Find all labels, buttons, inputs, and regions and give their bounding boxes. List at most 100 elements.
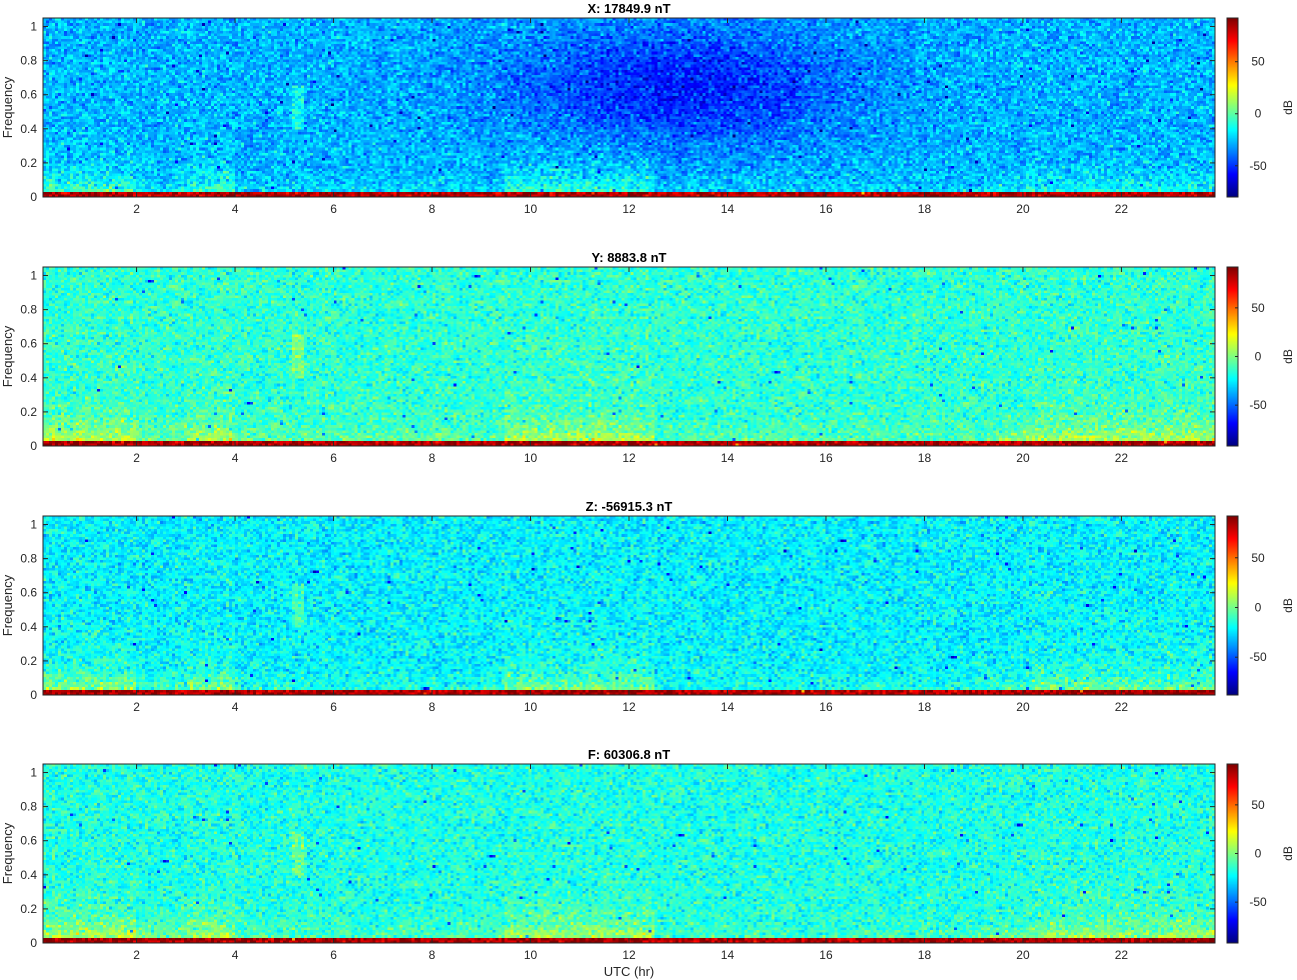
x-tick-label: 10 (524, 948, 538, 962)
colorbar-label: dB (1281, 846, 1295, 861)
y-tick-label: 0.4 (20, 620, 37, 634)
panel-title: F: 60306.8 nT (588, 747, 670, 762)
colorbar-tick-label: -50 (1249, 159, 1267, 173)
spectrogram-panel: F: 60306.8 nT2 4 6 8 10 12 14 16 18 20 2200.20.40.… (0, 747, 1295, 979)
x-tick-label: 4 (232, 451, 239, 465)
spectrogram-heatmap (43, 18, 1215, 197)
y-tick-label: 0.6 (20, 586, 37, 600)
y-axis-label: Frequency (0, 76, 15, 138)
colorbar-tick-label: 50 (1251, 55, 1265, 69)
x-tick-label: 22 (1115, 451, 1129, 465)
y-axis-label: Frequency (0, 822, 15, 884)
x-tick-label: 4 (232, 700, 239, 714)
colorbar (1227, 516, 1238, 695)
x-tick-label: 16 (819, 700, 833, 714)
x-tick-label: 20 (1016, 202, 1030, 216)
y-tick-label: 0 (30, 688, 37, 702)
x-tick-label: 12 (622, 948, 636, 962)
x-tick-label: 14 (721, 202, 735, 216)
x-tick-label: 12 (622, 451, 636, 465)
x-tick-label: 10 (524, 451, 538, 465)
x-tick-label: 22 (1115, 202, 1129, 216)
y-tick-label: 0.8 (20, 552, 37, 566)
y-tick-label: 1 (30, 518, 37, 532)
colorbar-tick-label: 50 (1251, 301, 1265, 315)
panel-title: X: 17849.9 nT (587, 1, 670, 16)
x-tick-label: 22 (1115, 948, 1129, 962)
y-axis-label: Frequency (0, 574, 15, 636)
x-tick-label: 18 (918, 451, 932, 465)
colorbar (1227, 764, 1238, 943)
colorbar-label: dB (1281, 349, 1295, 364)
x-tick-label: 18 (918, 948, 932, 962)
x-tick-label: 2 (133, 202, 140, 216)
colorbar-tick-label: -50 (1249, 895, 1267, 909)
colorbar-label: dB (1281, 598, 1295, 613)
y-tick-label: 0.4 (20, 122, 37, 136)
x-tick-label: 2 (133, 700, 140, 714)
y-axis-label: Frequency (0, 325, 15, 387)
x-tick-label: 20 (1016, 451, 1030, 465)
colorbar (1227, 267, 1238, 446)
y-tick-label: 0.2 (20, 156, 37, 170)
colorbar-tick-label: 0 (1255, 350, 1262, 364)
x-tick-label: 6 (330, 700, 337, 714)
x-tick-label: 16 (819, 451, 833, 465)
y-tick-label: 0.2 (20, 405, 37, 419)
panel-title: Z: -56915.3 nT (586, 499, 673, 514)
colorbar-tick-label: -50 (1249, 398, 1267, 412)
spectrogram-panel: X: 17849.9 nT2 4 6 8 10 12 14 16 18 20 2200.20.40.… (0, 1, 1295, 216)
y-tick-label: 0 (30, 190, 37, 204)
spectrogram-heatmap (43, 516, 1215, 695)
y-tick-label: 0.6 (20, 88, 37, 102)
x-axis-label: UTC (hr) (604, 964, 655, 979)
y-tick-label: 0 (30, 439, 37, 453)
colorbar (1227, 18, 1238, 197)
x-tick-label: 12 (622, 700, 636, 714)
x-tick-label: 16 (819, 948, 833, 962)
x-tick-label: 14 (721, 451, 735, 465)
y-tick-label: 1 (30, 766, 37, 780)
y-tick-label: 0 (30, 936, 37, 950)
x-tick-label: 6 (330, 202, 337, 216)
x-tick-label: 16 (819, 202, 833, 216)
spectrogram-panel: Y: 8883.8 nT2 4 6 8 10 12 14 16 18 20 2200.20.40.6… (0, 250, 1295, 465)
colorbar-tick-label: 50 (1251, 551, 1265, 565)
x-tick-label: 12 (622, 202, 636, 216)
y-tick-label: 1 (30, 20, 37, 34)
y-tick-label: 0.8 (20, 54, 37, 68)
spectrogram-panel: Z: -56915.3 nT2 4 6 8 10 12 14 16 18 20 2200.20.40… (0, 499, 1295, 714)
colorbar-tick-label: 0 (1255, 600, 1262, 614)
x-tick-label: 2 (133, 451, 140, 465)
x-tick-label: 2 (133, 948, 140, 962)
colorbar-box (1226, 17, 1239, 198)
x-tick-label: 18 (918, 700, 932, 714)
x-tick-label: 10 (524, 700, 538, 714)
colorbar-tick-label: -50 (1249, 650, 1267, 664)
y-tick-label: 0.6 (20, 834, 37, 848)
spectrogram-heatmap (43, 764, 1215, 943)
x-tick-label: 8 (429, 202, 436, 216)
x-tick-label: 4 (232, 948, 239, 962)
y-tick-label: 0.4 (20, 371, 37, 385)
colorbar-tick-label: 50 (1251, 798, 1265, 812)
colorbar-box (1226, 515, 1239, 696)
y-tick-label: 0.2 (20, 654, 37, 668)
x-tick-label: 22 (1115, 700, 1129, 714)
y-tick-label: 0.8 (20, 800, 37, 814)
y-tick-label: 1 (30, 269, 37, 283)
x-tick-label: 6 (330, 451, 337, 465)
x-tick-label: 8 (429, 700, 436, 714)
spectrogram-heatmap (43, 267, 1215, 446)
panel-title: Y: 8883.8 nT (592, 250, 667, 265)
x-tick-label: 14 (721, 948, 735, 962)
y-tick-label: 0.4 (20, 868, 37, 882)
colorbar-tick-label: 0 (1255, 847, 1262, 861)
x-tick-label: 8 (429, 948, 436, 962)
x-tick-label: 6 (330, 948, 337, 962)
colorbar-tick-label: 0 (1255, 107, 1262, 121)
y-tick-label: 0.8 (20, 303, 37, 317)
x-tick-label: 8 (429, 451, 436, 465)
x-tick-label: 20 (1016, 700, 1030, 714)
